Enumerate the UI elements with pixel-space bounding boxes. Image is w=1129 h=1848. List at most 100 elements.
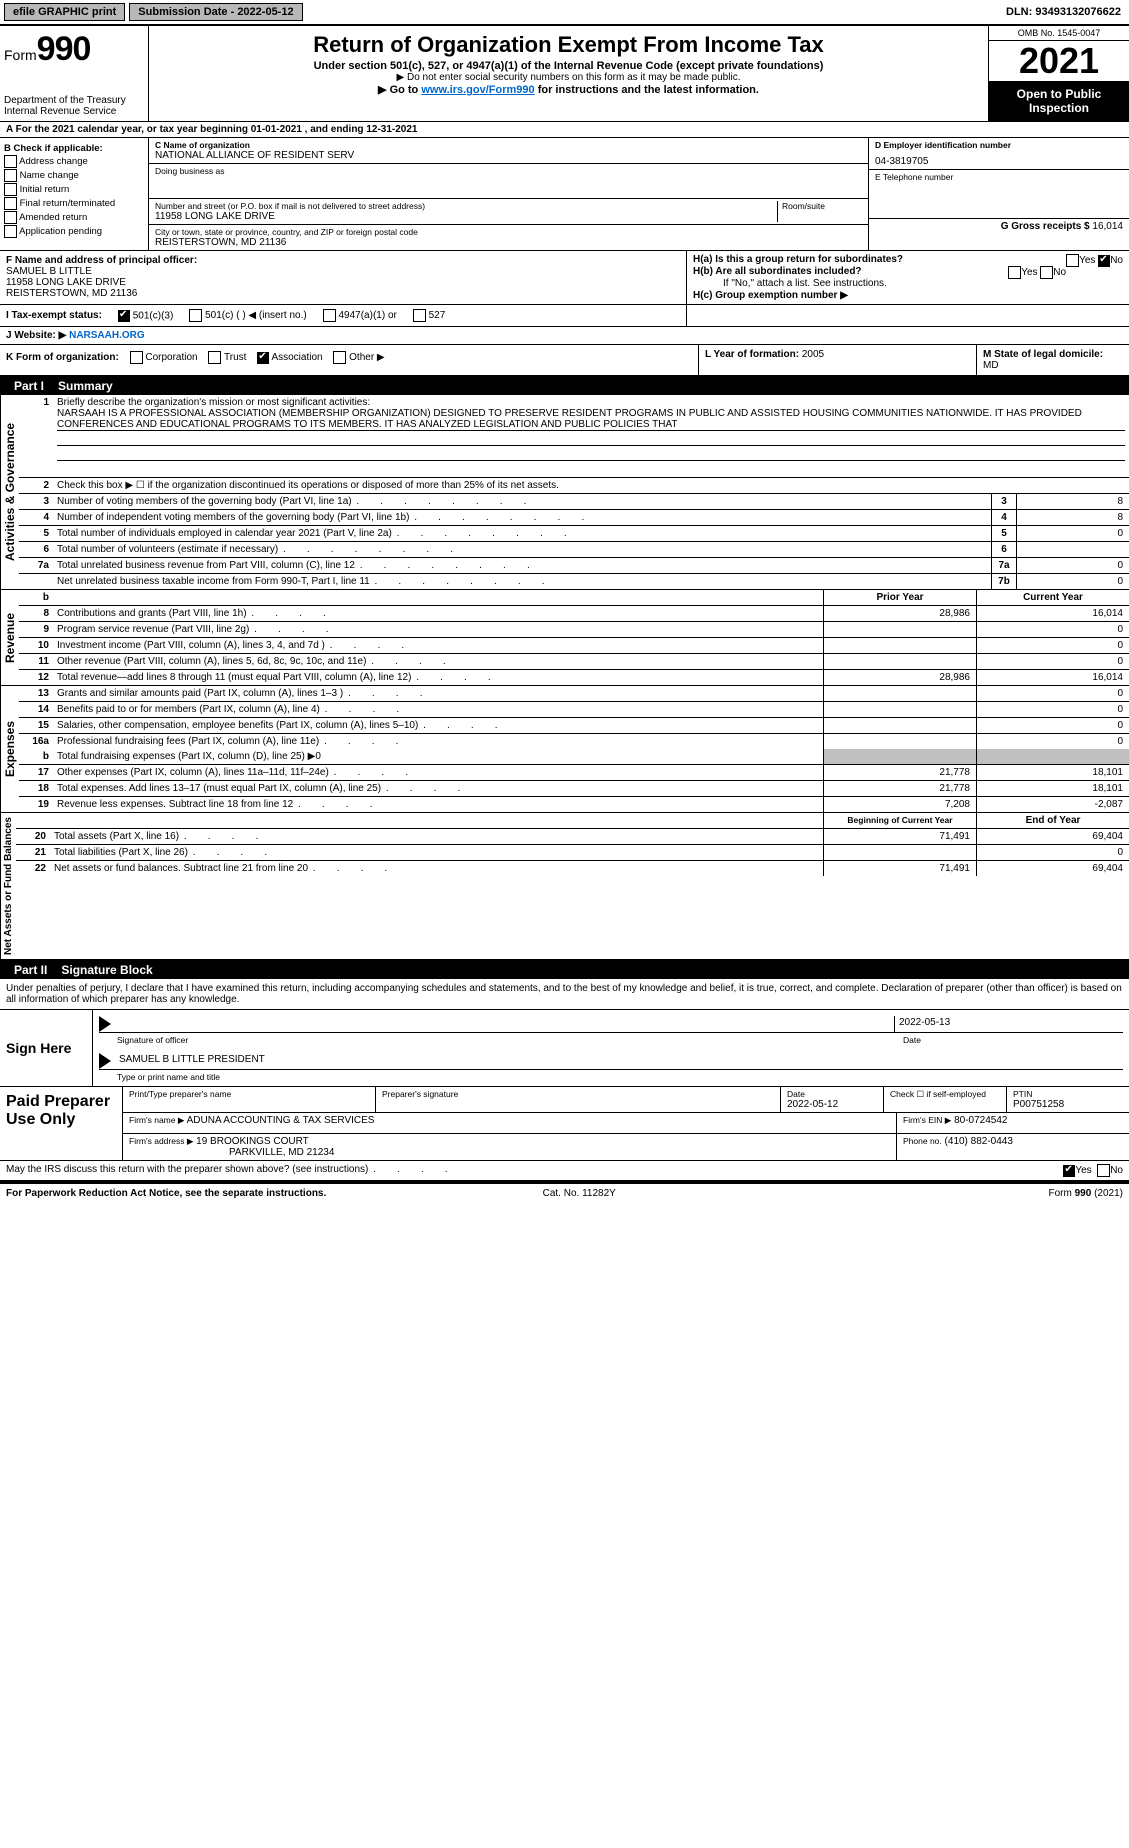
org-name: NATIONAL ALLIANCE OF RESIDENT SERV (155, 150, 862, 161)
ptin-val: P00751258 (1013, 1099, 1123, 1110)
room-label: Room/suite (782, 201, 862, 211)
chk-corp[interactable] (130, 351, 143, 364)
j-label: J Website: ▶ (6, 330, 66, 341)
chk-4947[interactable] (323, 309, 336, 322)
mayirs-no[interactable] (1097, 1164, 1110, 1177)
website-link[interactable]: NARSAAH.ORG (69, 330, 145, 341)
type-name-lbl: Type or print name and title (99, 1072, 1123, 1082)
c-label: C Name of organization (155, 140, 862, 150)
section-a: A For the 2021 calendar year, or tax yea… (0, 122, 1129, 138)
form-title: Return of Organization Exempt From Incom… (157, 32, 980, 58)
mayirs-yes[interactable] (1063, 1165, 1075, 1177)
block-klm: K Form of organization: Corporation Trus… (0, 345, 1129, 377)
table-row: 10 Investment income (Part VIII, column … (19, 638, 1129, 654)
pp-sig-lbl: Preparer's signature (382, 1089, 774, 1099)
chk-name-change[interactable] (4, 169, 17, 182)
ha-no[interactable] (1098, 255, 1110, 267)
chk-app-pending[interactable] (4, 225, 17, 238)
sig-date-val: 2022-05-13 (894, 1016, 1123, 1032)
firm-phone: (410) 882-0443 (945, 1136, 1013, 1147)
firm-ein: 80-0724542 (954, 1115, 1007, 1126)
opt-app-pending: Application pending (19, 226, 102, 237)
hb-yes[interactable] (1008, 266, 1021, 279)
footer-right: Form 990 (2021) (1049, 1188, 1123, 1199)
opt-trust: Trust (224, 352, 246, 363)
opt-assoc: Association (271, 352, 322, 363)
dept-treasury: Department of the Treasury (4, 95, 144, 106)
l1-text: NARSAAH IS A PROFESSIONAL ASSOCIATION (M… (57, 408, 1082, 430)
chk-address-change[interactable] (4, 155, 17, 168)
chk-final-return[interactable] (4, 197, 17, 210)
opt-501c3: 501(c)(3) (133, 310, 174, 321)
form-note1: ▶ Do not enter social security numbers o… (157, 72, 980, 83)
chk-other[interactable] (333, 351, 346, 364)
part1-title: Summary (58, 379, 113, 393)
k-label: K Form of organization: (6, 352, 119, 363)
hb-no[interactable] (1040, 266, 1053, 279)
no-lbl: No (1110, 255, 1123, 266)
arrow-icon-2 (99, 1053, 111, 1069)
gross-receipts-val: 16,014 (1092, 221, 1123, 232)
year-formation: 2005 (802, 349, 824, 360)
opt-other: Other ▶ (349, 352, 384, 363)
chk-amended[interactable] (4, 211, 17, 224)
state-domicile: MD (983, 360, 1123, 371)
chk-assoc[interactable] (257, 352, 269, 364)
table-row: 18 Total expenses. Add lines 13–17 (must… (19, 781, 1129, 797)
firm-name: ADUNA ACCOUNTING & TAX SERVICES (187, 1115, 375, 1126)
table-row: 22 Net assets or fund balances. Subtract… (16, 861, 1129, 876)
footer-mid: Cat. No. 11282Y (543, 1188, 616, 1199)
opt-amended: Amended return (19, 212, 87, 223)
opt-501c: 501(c) ( ) ◀ (insert no.) (205, 310, 307, 321)
note2-pre: ▶ Go to (378, 84, 421, 96)
table-row: 4 Number of independent voting members o… (19, 510, 1129, 526)
col-boy: Beginning of Current Year (823, 813, 976, 828)
dba-label: Doing business as (155, 166, 862, 176)
sig-officer-lbl: Signature of officer (99, 1035, 903, 1045)
pp-date: 2022-05-12 (787, 1099, 877, 1110)
block-i: I Tax-exempt status: 501(c)(3) 501(c) ( … (0, 305, 1129, 327)
efile-badge: efile GRAPHIC print (4, 3, 125, 21)
may-irs-text: May the IRS discuss this return with the… (6, 1164, 368, 1177)
chk-501c3[interactable] (118, 310, 130, 322)
table-row: 13 Grants and similar amounts paid (Part… (19, 686, 1129, 702)
hb-note: If "No," attach a list. See instructions… (693, 278, 1123, 289)
firm-addr2: PARKVILLE, MD 21234 (129, 1147, 890, 1158)
block-bcde: B Check if applicable: Address change Na… (0, 138, 1129, 251)
vtab-netassets: Net Assets or Fund Balances (0, 813, 16, 959)
omb-number: OMB No. 1545-0047 (989, 26, 1129, 41)
city-label: City or town, state or province, country… (155, 227, 862, 237)
firm-addr-lbl: Firm's address ▶ (129, 1136, 193, 1146)
table-row: 15 Salaries, other compensation, employe… (19, 718, 1129, 734)
addr-label: Number and street (or P.O. box if mail i… (155, 201, 777, 211)
d-label: D Employer identification number (875, 140, 1123, 150)
chk-initial-return[interactable] (4, 183, 17, 196)
b-heading: B Check if applicable: (4, 143, 144, 154)
table-row: 16a Professional fundraising fees (Part … (19, 734, 1129, 749)
submission-date-badge: Submission Date - 2022-05-12 (129, 3, 302, 21)
table-row: 6 Total number of volunteers (estimate i… (19, 542, 1129, 558)
firm-addr1: 19 BROOKINGS COURT (196, 1136, 309, 1147)
open-public-badge: Open to Public Inspection (989, 81, 1129, 121)
yes-lbl2: Yes (1021, 267, 1037, 278)
ein-val: 04-3819705 (875, 156, 1123, 167)
pp-date-lbl: Date (787, 1089, 877, 1099)
e-label: E Telephone number (875, 172, 1123, 182)
table-row: 12 Total revenue—add lines 8 through 11 … (19, 670, 1129, 685)
table-row: 14 Benefits paid to or for members (Part… (19, 702, 1129, 718)
irs-link[interactable]: www.irs.gov/Form990 (421, 84, 534, 96)
form-subtitle: Under section 501(c), 527, or 4947(a)(1)… (157, 60, 980, 72)
chk-527[interactable] (413, 309, 426, 322)
chk-trust[interactable] (208, 351, 221, 364)
pp-check-lbl: Check ☐ if self-employed (884, 1087, 1007, 1112)
part2-num: Part II (8, 963, 53, 977)
ha-yes[interactable] (1066, 254, 1079, 267)
chk-501c[interactable] (189, 309, 202, 322)
officer-name: SAMUEL B LITTLE (6, 266, 680, 277)
part2-header: Part II Signature Block (0, 961, 1129, 979)
m-label: M State of legal domicile: (983, 349, 1123, 360)
table-row: 19 Revenue less expenses. Subtract line … (19, 797, 1129, 812)
date-lbl: Date (903, 1035, 1123, 1045)
part2-title: Signature Block (61, 963, 152, 977)
tax-year: 2021 (989, 41, 1129, 81)
